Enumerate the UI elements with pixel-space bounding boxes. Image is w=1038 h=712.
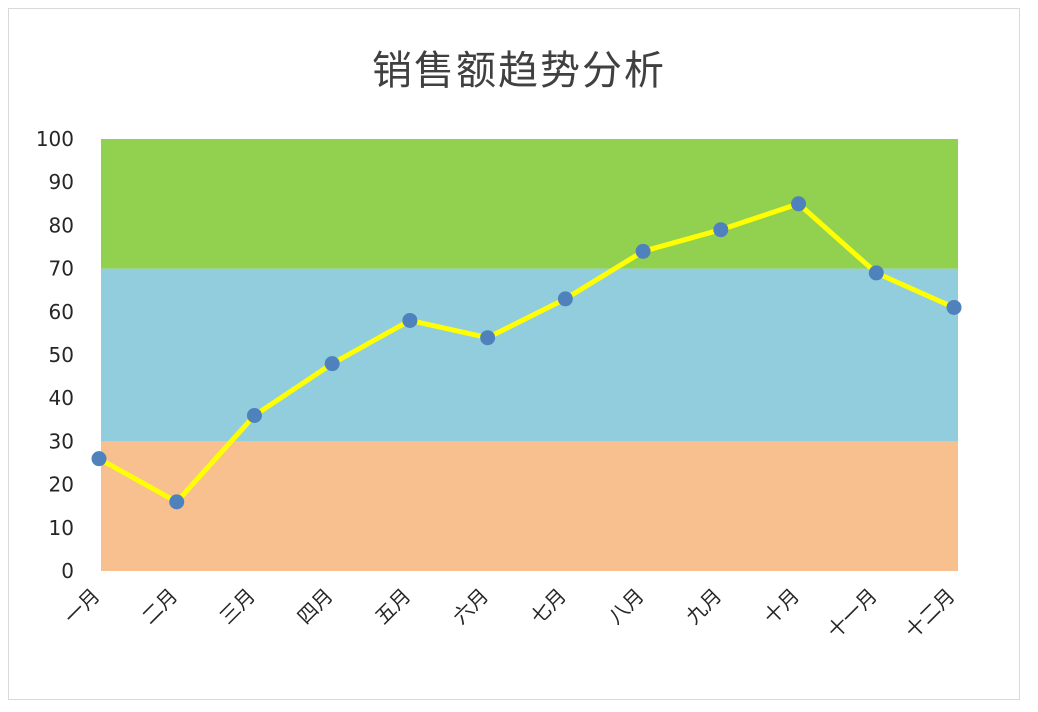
y-tick-label: 60 bbox=[49, 300, 74, 324]
x-tick-label: 一月 bbox=[59, 584, 104, 629]
x-tick-label: 四月 bbox=[292, 584, 337, 629]
x-axis-ticks: 一月 二月 三月 四月 五月 六月 七月 八月 九月 十月 十一月 十二月 bbox=[59, 584, 959, 643]
y-tick-label: 90 bbox=[49, 170, 74, 194]
data-point bbox=[946, 299, 962, 315]
y-tick-label: 100 bbox=[36, 127, 74, 151]
band-1 bbox=[101, 268, 958, 442]
y-tick-label: 0 bbox=[61, 559, 74, 583]
x-tick-label: 七月 bbox=[526, 584, 571, 629]
series-line bbox=[96, 201, 957, 505]
x-tick-label: 九月 bbox=[681, 584, 726, 629]
y-tick-label: 50 bbox=[49, 343, 74, 367]
y-tick-label: 10 bbox=[49, 516, 74, 540]
x-tick-label: 八月 bbox=[603, 584, 648, 629]
x-tick-label: 三月 bbox=[215, 584, 260, 629]
x-tick-label: 五月 bbox=[370, 584, 415, 629]
data-point bbox=[713, 222, 729, 238]
data-point bbox=[324, 356, 340, 372]
x-tick-label: 二月 bbox=[137, 584, 182, 629]
band-2 bbox=[101, 139, 958, 269]
chart-title: 销售额趋势分析 bbox=[372, 48, 666, 94]
data-point bbox=[169, 494, 185, 510]
background-bands bbox=[101, 139, 958, 571]
x-tick-label: 十一月 bbox=[822, 584, 881, 643]
y-tick-label: 30 bbox=[49, 429, 74, 453]
data-point bbox=[868, 265, 884, 281]
x-tick-label: 六月 bbox=[448, 584, 493, 629]
band-0 bbox=[101, 441, 958, 571]
x-tick-label: 十二月 bbox=[900, 584, 959, 643]
data-point bbox=[246, 407, 262, 423]
data-point bbox=[791, 196, 807, 212]
data-point bbox=[635, 243, 651, 259]
y-tick-label: 40 bbox=[49, 386, 74, 410]
y-axis-ticks: 0 10 20 30 40 50 60 70 80 90 100 bbox=[36, 127, 74, 583]
series-group bbox=[91, 196, 962, 510]
data-point bbox=[91, 451, 107, 467]
data-point bbox=[480, 330, 496, 346]
data-point bbox=[557, 291, 573, 307]
y-tick-label: 80 bbox=[49, 213, 74, 237]
data-point bbox=[402, 312, 418, 328]
x-tick-label: 十月 bbox=[759, 584, 804, 629]
y-tick-label: 70 bbox=[49, 257, 74, 281]
y-tick-label: 20 bbox=[49, 473, 74, 497]
